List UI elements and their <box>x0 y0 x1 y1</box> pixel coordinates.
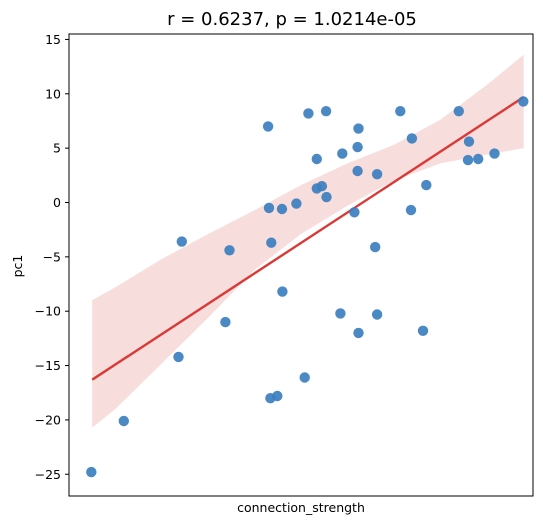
data-point-5 <box>220 316 231 328</box>
y-tick-label-0: 0 <box>53 195 61 210</box>
y-tick-label-10: 10 <box>45 86 61 101</box>
data-point-17 <box>311 153 322 165</box>
y-tick-label-5: 5 <box>53 141 61 156</box>
data-point-35 <box>417 325 429 336</box>
y-tick-label--5: −5 <box>43 249 61 264</box>
data-point-24 <box>349 207 360 218</box>
plot-frame <box>68 33 534 497</box>
data-point-12 <box>276 203 288 215</box>
y-tick-label--15: −15 <box>35 358 61 373</box>
data-point-39 <box>463 136 475 147</box>
regression-line <box>91 96 525 381</box>
data-point-34 <box>406 133 418 144</box>
confidence-band-layer <box>92 54 524 428</box>
data-point-30 <box>371 169 383 180</box>
data-point-42 <box>518 96 529 107</box>
data-point-2 <box>118 415 129 427</box>
regression-line-layer <box>91 96 525 381</box>
data-point-9 <box>266 237 277 248</box>
data-point-6 <box>224 245 235 256</box>
data-points-layer <box>86 96 529 478</box>
y-tick-label-15: 15 <box>45 32 61 47</box>
data-point-29 <box>370 241 381 253</box>
data-point-41 <box>489 148 500 159</box>
y-tick-label--10: −10 <box>35 304 61 319</box>
confidence-band <box>92 54 524 428</box>
data-point-27 <box>353 123 364 134</box>
data-point-16 <box>303 108 314 119</box>
data-point-23 <box>337 148 348 159</box>
data-point-20 <box>320 106 332 117</box>
data-point-7 <box>262 121 274 132</box>
data-point-22 <box>335 308 346 319</box>
y-tick-label--20: −20 <box>35 412 61 427</box>
data-point-1 <box>86 466 97 478</box>
data-point-33 <box>405 204 417 216</box>
data-point-32 <box>395 106 406 117</box>
data-point-26 <box>352 141 363 153</box>
data-point-38 <box>462 154 474 166</box>
data-point-36 <box>421 179 432 191</box>
y-axis-label: pc1 <box>10 255 25 278</box>
y-tick-label--25: −25 <box>35 467 61 482</box>
data-point-19 <box>316 181 328 192</box>
data-point-11 <box>272 390 283 402</box>
x-axis-label: connection_strength <box>237 500 365 515</box>
data-point-3 <box>173 351 184 363</box>
data-point-4 <box>176 236 187 247</box>
axes-layer: 15 10 5 0 −5 −10 −15 −20 −25 <box>35 32 534 497</box>
data-point-15 <box>299 372 310 383</box>
data-point-28 <box>353 327 364 339</box>
data-point-31 <box>371 309 383 320</box>
data-point-14 <box>291 198 302 209</box>
data-point-40 <box>473 153 484 165</box>
data-point-25 <box>352 165 363 177</box>
chart-title: r = 0.6237, p = 1.0214e-05 <box>167 9 417 30</box>
data-point-8 <box>263 202 275 214</box>
data-point-13 <box>277 286 288 297</box>
data-point-21 <box>321 191 332 203</box>
data-point-37 <box>453 106 464 117</box>
